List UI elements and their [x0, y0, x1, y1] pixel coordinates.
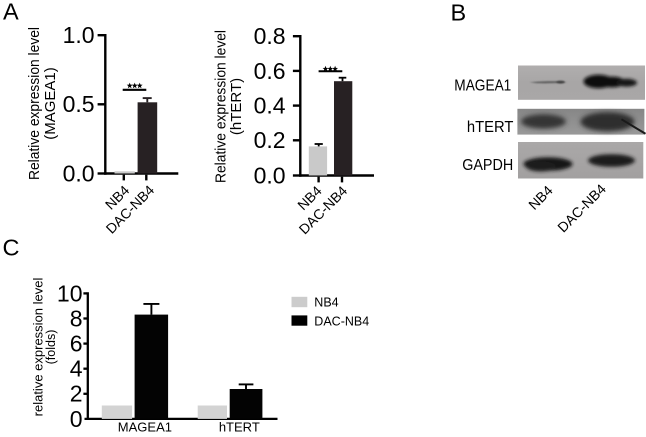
- svg-text:B: B: [451, 0, 467, 25]
- svg-text:2: 2: [70, 381, 83, 407]
- svg-text:(folds): (folds): [44, 330, 58, 365]
- svg-text:hTERT: hTERT: [219, 420, 260, 435]
- svg-text:0: 0: [70, 406, 83, 432]
- svg-text:(hTERT): (hTERT): [228, 78, 245, 135]
- svg-text:(MAGEA1): (MAGEA1): [42, 67, 59, 140]
- svg-text:0.4: 0.4: [254, 93, 286, 119]
- svg-text:0.6: 0.6: [254, 58, 286, 84]
- svg-text:1.0: 1.0: [63, 22, 95, 48]
- svg-text:6: 6: [70, 331, 83, 357]
- svg-text:NB4: NB4: [314, 296, 338, 310]
- svg-text:GAPDH: GAPDH: [462, 157, 513, 174]
- svg-text:Relative expression level: Relative expression level: [213, 30, 230, 183]
- svg-text:C: C: [3, 234, 20, 260]
- svg-text:A: A: [3, 0, 19, 24]
- svg-text:0.8: 0.8: [254, 23, 286, 49]
- svg-text:4: 4: [70, 356, 83, 382]
- svg-text:MAGEA1: MAGEA1: [454, 77, 511, 94]
- svg-text:0.0: 0.0: [63, 160, 95, 186]
- svg-text:8: 8: [70, 305, 83, 331]
- svg-text:hTERT: hTERT: [467, 119, 514, 136]
- svg-text:0.0: 0.0: [254, 162, 286, 188]
- svg-text:relative expression level: relative expression level: [30, 278, 45, 417]
- svg-text:Relative expression level: Relative expression level: [26, 27, 43, 180]
- svg-text:10: 10: [57, 280, 83, 306]
- svg-text:DAC-NB4: DAC-NB4: [314, 315, 369, 329]
- svg-text:MAGEA1: MAGEA1: [118, 420, 172, 435]
- svg-text:0.5: 0.5: [63, 91, 95, 117]
- svg-text:0.2: 0.2: [254, 127, 286, 153]
